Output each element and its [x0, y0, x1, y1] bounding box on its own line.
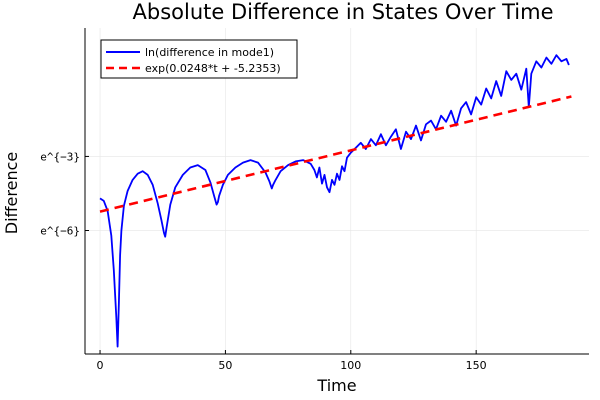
- y-axis-label: Difference: [2, 152, 21, 234]
- x-tick-label: 100: [340, 359, 361, 372]
- grid: [85, 28, 589, 354]
- chart-title: Absolute Difference in States Over Time: [133, 0, 554, 24]
- legend-label-fit: exp(0.0248*t + -5.2353): [145, 62, 281, 75]
- x-axis-label: Time: [316, 376, 356, 395]
- series-line-fit: [99, 95, 572, 213]
- y-tick-label: e^{−3}: [40, 150, 80, 163]
- legend-box: [100, 39, 298, 79]
- x-tick-label: 150: [466, 359, 487, 372]
- axes: [84, 28, 589, 355]
- y-tick-label: e^{−6}: [40, 225, 80, 238]
- x-tick-label: 50: [218, 359, 232, 372]
- x-tick-label: 0: [97, 359, 104, 372]
- series-line-mode1: [99, 54, 570, 348]
- series: [99, 54, 572, 348]
- legend: ln(difference in mode1) exp(0.0248*t + -…: [100, 39, 298, 79]
- ticks: 0 50 100 150 e^{−3} e^{−6}: [40, 150, 486, 372]
- legend-label-mode1: ln(difference in mode1): [145, 46, 274, 59]
